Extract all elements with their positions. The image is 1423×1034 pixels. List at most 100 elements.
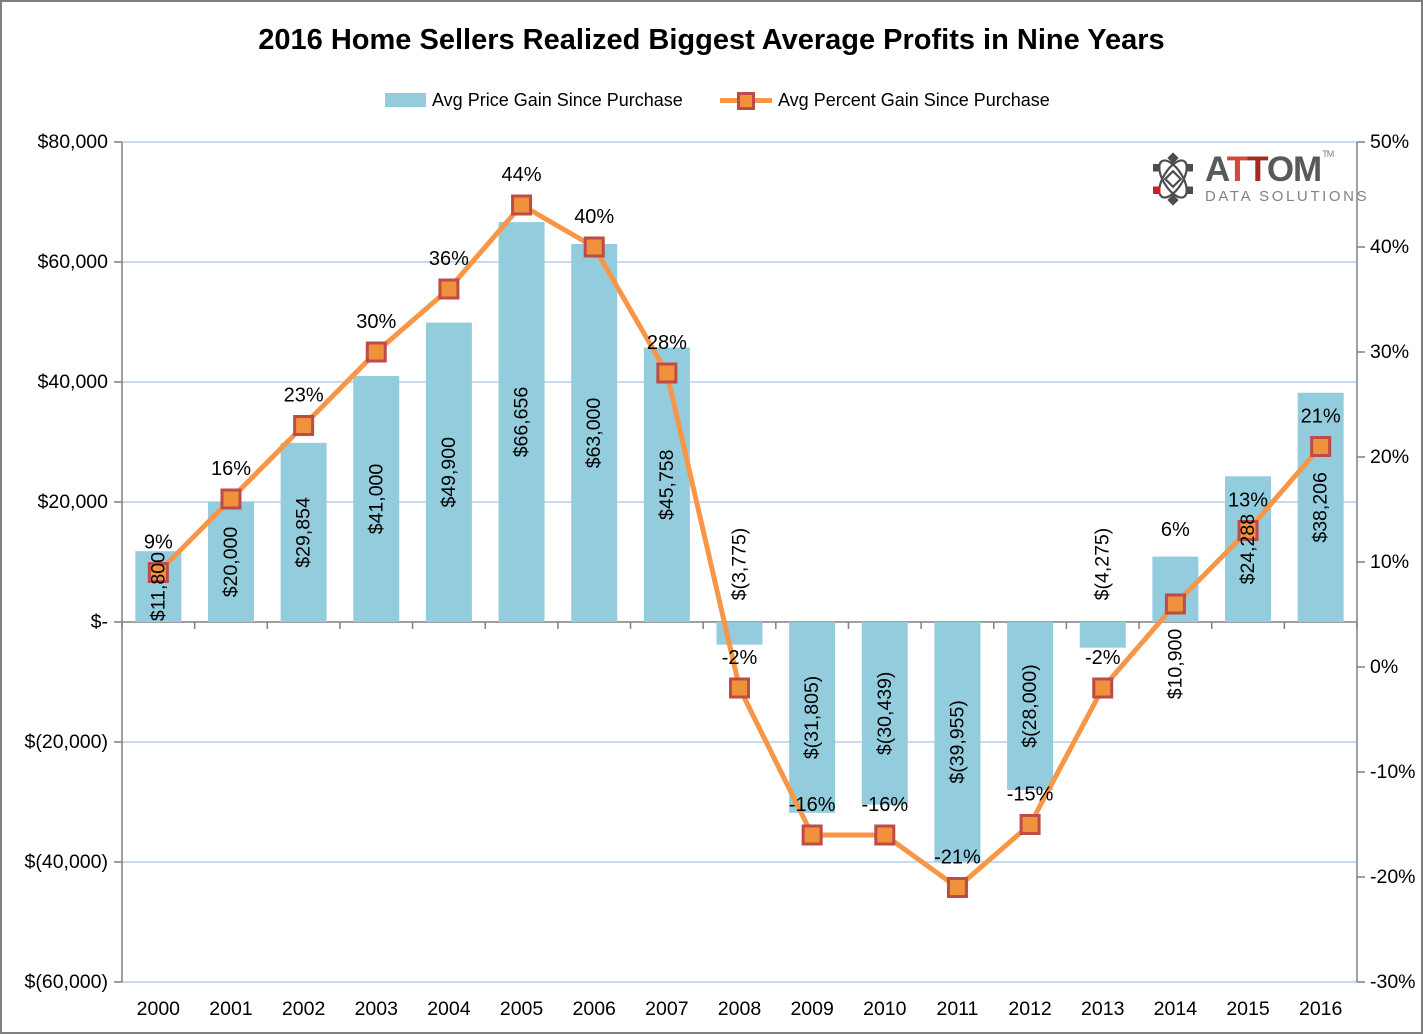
percent-value-label: -2% <box>1085 647 1121 669</box>
percent-marker-2006 <box>583 236 605 258</box>
logo-red-square <box>1153 186 1161 194</box>
x-axis-label-2011: 2011 <box>936 998 978 1020</box>
right-axis-label: 30% <box>1370 341 1409 363</box>
attom-logo: ATTOMTM DATA SOLUTIONS <box>1148 150 1370 206</box>
bar-2004 <box>425 322 472 622</box>
logo-letter-t2: T <box>1247 150 1268 189</box>
atom-icon <box>1153 152 1193 206</box>
left-axis-label: $40,000 <box>38 371 109 393</box>
x-axis-label-2008: 2008 <box>718 998 761 1020</box>
legend-item-percent-gain: Avg Percent Gain Since Purchase <box>720 86 1050 114</box>
right-axis-label: 50% <box>1370 131 1409 153</box>
bar-2002 <box>280 442 327 622</box>
logo-letter-a: A <box>1205 150 1228 189</box>
percent-marker-2009 <box>801 824 823 846</box>
bar-value-label: $(28,000) <box>1019 664 1041 747</box>
legend: Avg Price Gain Since Purchase Avg Percen… <box>2 86 1421 114</box>
left-axis-label: $- <box>91 611 108 633</box>
percent-marker-2008 <box>729 677 750 699</box>
percent-marker-2014 <box>1164 593 1186 615</box>
x-axis-label-2000: 2000 <box>137 998 181 1020</box>
logo-subtitle: DATA SOLUTIONS <box>1205 188 1370 205</box>
percent-value-label: -15% <box>1007 784 1054 806</box>
x-axis-label-2015: 2015 <box>1226 998 1270 1020</box>
left-axis-label: $(60,000) <box>25 971 108 993</box>
x-axis-label-2003: 2003 <box>355 998 398 1020</box>
percent-value-label: 44% <box>502 164 542 186</box>
right-axis-label: 0% <box>1370 656 1398 678</box>
legend-item-price-gain: Avg Price Gain Since Purchase <box>385 86 683 114</box>
x-axis-label-2005: 2005 <box>500 998 544 1020</box>
bar-value-label: $(30,439) <box>874 672 896 755</box>
logo-text: ATTOMTM DATA SOLUTIONS <box>1205 150 1370 205</box>
right-axis-label: -30% <box>1370 971 1416 993</box>
x-axis-label-2012: 2012 <box>1008 998 1051 1020</box>
bar-value-label: $41,000 <box>365 464 387 535</box>
x-axis-label-2001: 2001 <box>209 998 252 1020</box>
bar-2012 <box>1007 622 1054 790</box>
percent-value-label: -16% <box>789 794 836 816</box>
logo-letter-t1: T <box>1226 150 1248 189</box>
bar-value-label: $45,758 <box>656 449 678 520</box>
bar-2003 <box>353 376 400 622</box>
bar-series-swatch <box>385 93 426 107</box>
percent-value-label: 6% <box>1161 519 1190 541</box>
percent-marker-2012 <box>1019 814 1041 835</box>
right-axis-label: 10% <box>1370 551 1409 573</box>
percent-value-label: -21% <box>934 847 981 869</box>
x-axis-label-2013: 2013 <box>1081 998 1124 1020</box>
percent-value-label: 36% <box>429 248 469 270</box>
x-axis-label-2010: 2010 <box>863 998 907 1020</box>
percent-marker-2001 <box>220 488 242 510</box>
percent-marker-2005 <box>511 194 533 216</box>
bar-value-label: $11,800 <box>147 552 169 621</box>
legend-square-marker-icon <box>737 92 755 110</box>
percent-marker-2013 <box>1092 677 1114 699</box>
percent-marker-2002 <box>293 415 315 436</box>
x-axis-label-2014: 2014 <box>1154 998 1198 1020</box>
bar-2001 <box>207 502 254 622</box>
percent-value-label: 21% <box>1301 406 1341 428</box>
x-axis-label-2016: 2016 <box>1299 998 1342 1020</box>
bar-value-label: $24,288 <box>1237 514 1259 585</box>
x-axis-label-2004: 2004 <box>427 998 471 1020</box>
percent-marker-2010 <box>874 824 896 846</box>
percent-value-label: 28% <box>647 332 687 354</box>
bar-value-label: $66,656 <box>511 387 533 458</box>
right-axis-label: 40% <box>1370 236 1409 258</box>
bar-value-label: $20,000 <box>220 527 242 598</box>
left-axis-label: $80,000 <box>38 131 109 153</box>
legend-label-price-gain: Avg Price Gain Since Purchase <box>432 89 683 110</box>
chart-title: 2016 Home Sellers Realized Biggest Avera… <box>258 24 1165 56</box>
percent-marker-2016 <box>1310 436 1332 457</box>
bar-value-label: $(3,775) <box>729 528 751 601</box>
left-axis-label: $(20,000) <box>25 731 108 753</box>
right-axis-label: -20% <box>1370 866 1416 888</box>
bar-value-label: $10,900 <box>1164 629 1186 700</box>
logo-letters-om: OM <box>1266 150 1322 189</box>
percent-value-label: -2% <box>722 647 758 669</box>
bar-value-label: $49,900 <box>438 437 460 508</box>
bar-value-label: $(31,805) <box>801 676 823 759</box>
right-axis-label: -10% <box>1370 761 1416 783</box>
bar-value-label: $(39,955) <box>946 700 968 783</box>
bar-2005 <box>498 222 545 622</box>
bar-2007 <box>643 347 690 622</box>
percent-marker-2015 <box>1237 520 1259 541</box>
x-axis-label-2006: 2006 <box>573 998 616 1020</box>
percent-marker-2011 <box>946 877 968 898</box>
x-axis-label-2007: 2007 <box>645 998 688 1020</box>
bar-2013 <box>1079 622 1126 648</box>
percent-value-label: -16% <box>861 794 908 816</box>
x-axis-label-2002: 2002 <box>282 998 325 1020</box>
bar-2009 <box>789 622 836 813</box>
bar-value-label: $63,000 <box>583 398 605 469</box>
bar-value-label: $38,206 <box>1310 472 1332 542</box>
left-axis-label: $60,000 <box>38 251 109 273</box>
percent-value-label: 13% <box>1228 490 1268 512</box>
percent-value-label: 40% <box>574 206 614 228</box>
left-axis-label: $(40,000) <box>25 851 108 873</box>
percent-marker-2003 <box>365 341 387 363</box>
